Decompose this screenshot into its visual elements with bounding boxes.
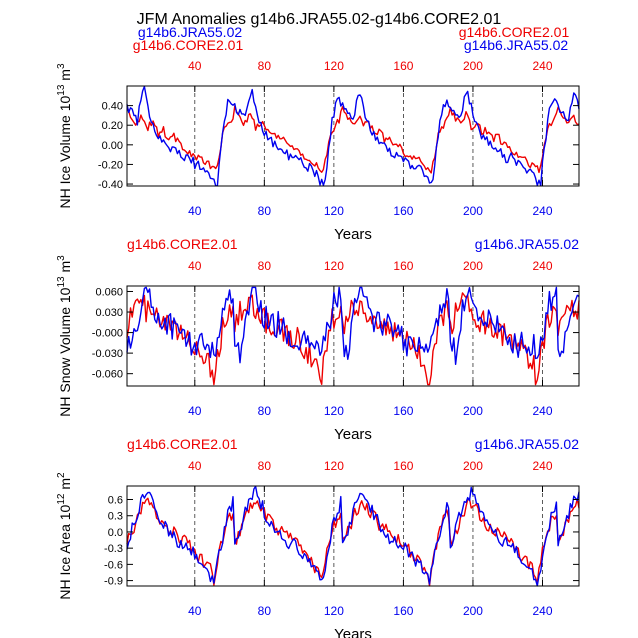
panel3-ytick-label: -0.6 (104, 559, 123, 571)
panel2-ylabel: NH Snow Volume 1013 m3 (56, 255, 73, 417)
panel3-xtick-label-bottom: 80 (258, 604, 272, 618)
panel3-ytick-label: -0.3 (104, 543, 123, 555)
panel1-series-core (126, 105, 580, 174)
panel3-ytick-label: 0.0 (108, 527, 123, 539)
panel1-ytick-label: 0.20 (102, 120, 123, 132)
panel1-xtick-label-top: 120 (324, 59, 344, 73)
panel2-xlabel: Years (334, 426, 372, 443)
panel1-ytick-label: 0.00 (102, 140, 123, 152)
panel2-frame (126, 285, 580, 387)
panel1-xlabel: Years (334, 226, 372, 243)
panel2-xtick-label-top: 240 (532, 259, 552, 273)
panel1-ytick-label: -0.40 (98, 179, 123, 191)
panel3-xtick-label-top: 160 (393, 459, 413, 473)
panel2-xtick-label-bottom: 240 (532, 404, 552, 418)
panel3-xtick-label-bottom: 120 (324, 604, 344, 618)
panel2-xtick-label-bottom: 200 (463, 404, 483, 418)
panel3-xtick-label-top: 120 (324, 459, 344, 473)
header-left-jra-label: g14b6.JRA55.02 (138, 24, 243, 40)
figure-title: JFM Anomalies g14b6.JRA55.02-g14b6.CORE2… (137, 11, 502, 28)
panel3-ytick-label: 0.6 (108, 495, 123, 507)
panel1-xtick-label-bottom: 240 (532, 204, 552, 218)
panel2-xtick-label-top: 200 (463, 259, 483, 273)
panel3-series-jra (126, 485, 580, 587)
panel3-frame (126, 485, 580, 587)
panel2-xtick-label-bottom: 160 (393, 404, 413, 418)
panel1-frame (126, 85, 580, 187)
panel2-ytick-label: 0.060 (95, 286, 123, 298)
panel1-xtick-label-top: 240 (532, 59, 552, 73)
panel2-series-core (126, 292, 580, 386)
panel2-xtick-label-top: 160 (393, 259, 413, 273)
panel3-series-core (126, 497, 580, 587)
panel1-xtick-label-top: 160 (393, 59, 413, 73)
panel3-xtick-label-bottom: 240 (532, 604, 552, 618)
panel2-series-jra (126, 286, 580, 365)
panel2-ytick-label: 0.030 (95, 307, 123, 319)
panel3-xlabel: Years (334, 626, 372, 638)
panel1-xtick-label-bottom: 80 (258, 204, 272, 218)
panel2-ytick-label: -0.000 (92, 328, 123, 340)
panel2-xtick-label-top: 40 (188, 259, 202, 273)
panel3-legend-left: g14b6.CORE2.01 (127, 436, 238, 452)
panel1-series-jra (126, 85, 580, 187)
panel1-xtick-label-bottom: 200 (463, 204, 483, 218)
panel2-xtick-label-bottom: 120 (324, 404, 344, 418)
panel1-xtick-label-bottom: 40 (188, 204, 202, 218)
panel1-ylabel: NH Ice Volume 1013 m3 (56, 63, 73, 209)
header-right-core-label: g14b6.CORE2.01 (459, 24, 570, 40)
panel2-legend-right: g14b6.JRA55.02 (475, 236, 580, 252)
header-left-core-label: g14b6.CORE2.01 (133, 37, 244, 53)
panel1-xtick-label-bottom: 160 (393, 204, 413, 218)
panel2-xtick-label-bottom: 40 (188, 404, 202, 418)
panel3-xtick-label-top: 200 (463, 459, 483, 473)
panel3-legend-right: g14b6.JRA55.02 (475, 436, 580, 452)
panel1-xtick-label-top: 80 (258, 59, 272, 73)
panel3-ylabel: NH Ice Area 1012 m2 (56, 472, 73, 600)
panel3-xtick-label-top: 80 (258, 459, 272, 473)
panel3-ytick-label: -0.9 (104, 576, 123, 588)
panel2-xtick-label-top: 80 (258, 259, 272, 273)
panel3-xtick-label-top: 240 (532, 459, 552, 473)
header-right-jra-label: g14b6.JRA55.02 (464, 37, 569, 53)
panel3-xtick-label-bottom: 200 (463, 604, 483, 618)
panel3-xtick-label-bottom: 40 (188, 604, 202, 618)
panel1-xtick-label-bottom: 120 (324, 204, 344, 218)
panel2-xtick-label-top: 120 (324, 259, 344, 273)
panel3-xtick-label-top: 40 (188, 459, 202, 473)
panel1-xtick-label-top: 200 (463, 59, 483, 73)
panel1-ytick-label: -0.20 (98, 159, 123, 171)
panel2-ytick-label: -0.060 (92, 369, 123, 381)
panel1-ytick-label: 0.40 (102, 101, 123, 113)
panel1-xtick-label-top: 40 (188, 59, 202, 73)
panel2-legend-left: g14b6.CORE2.01 (127, 236, 238, 252)
panel2-xtick-label-bottom: 80 (258, 404, 272, 418)
panel3-xtick-label-bottom: 160 (393, 604, 413, 618)
panel3-ytick-label: 0.3 (108, 511, 123, 523)
panel2-ytick-label: -0.030 (92, 348, 123, 360)
